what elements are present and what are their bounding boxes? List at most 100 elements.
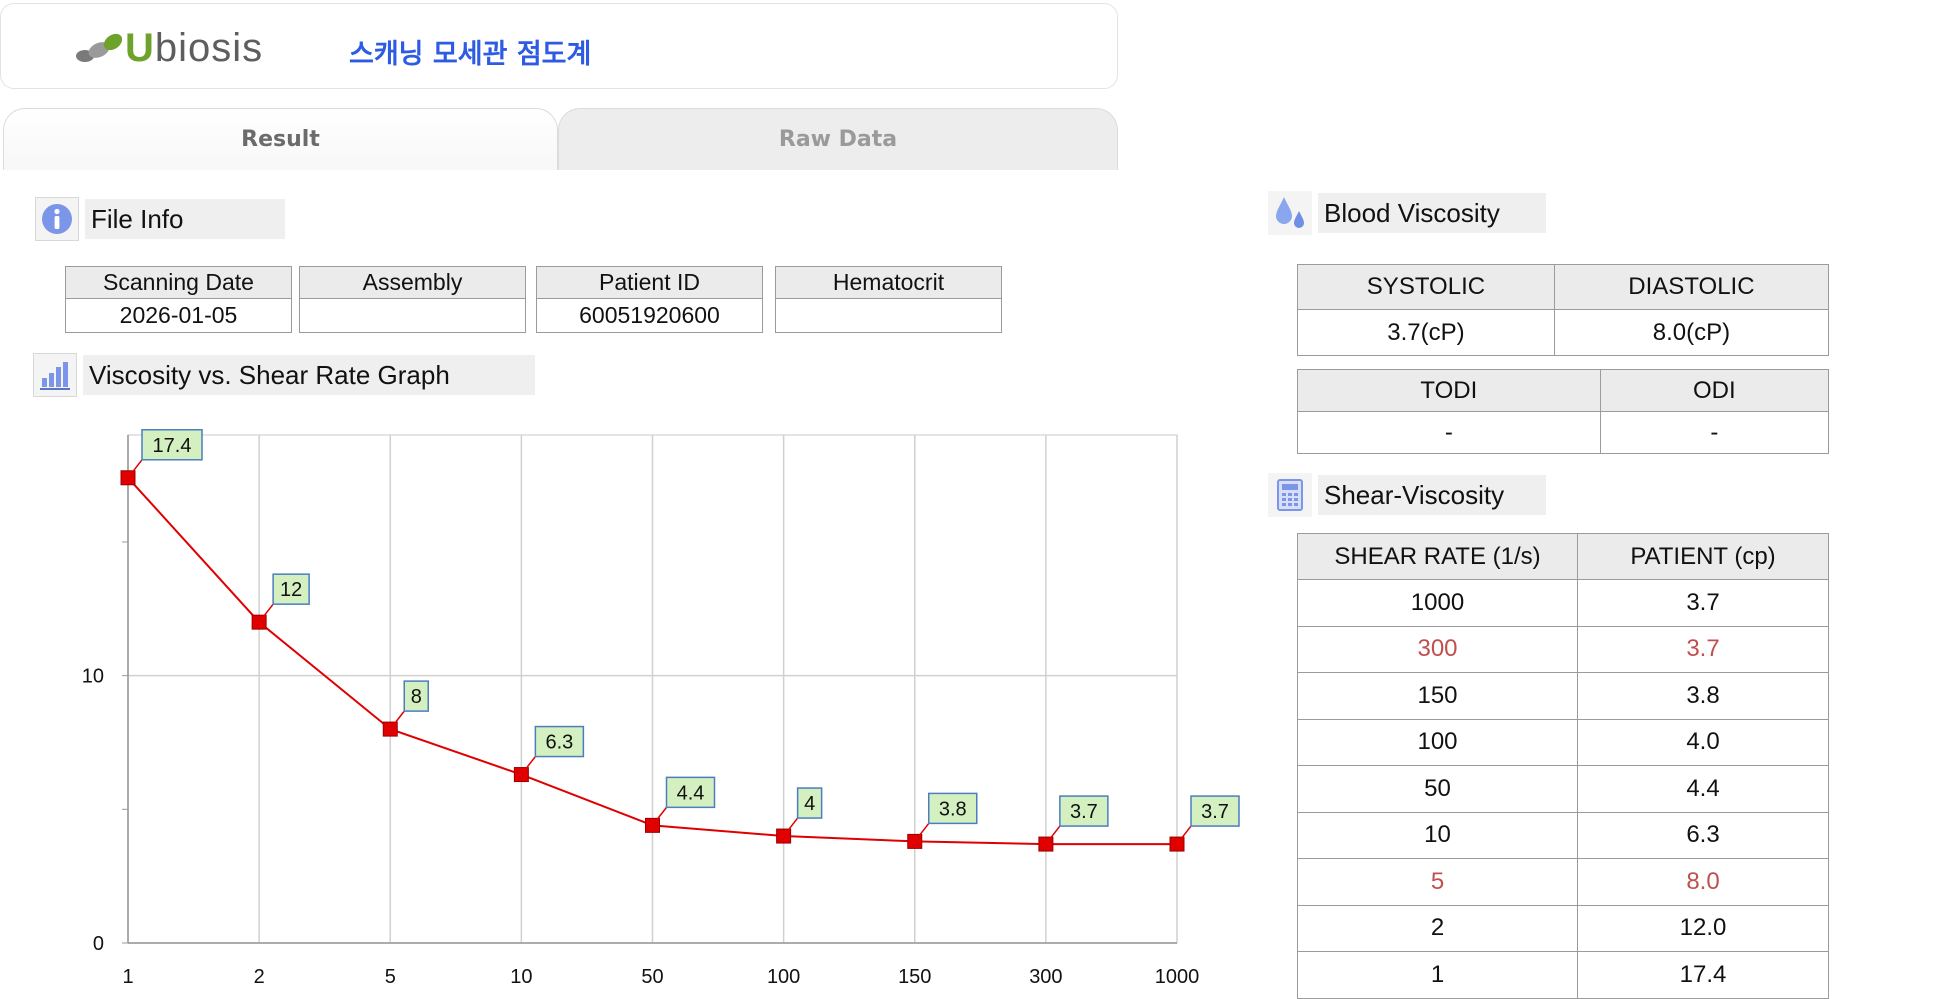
x-tick-label: 50 [641,966,663,988]
data-label-box [141,429,203,461]
data-label-leader [389,710,405,730]
systolic-header: SYSTOLIC [1297,264,1555,310]
shear-rate-cell: 150 [1297,672,1578,720]
data-label: 3.7 [1070,801,1098,823]
shear-rate-cell: 1000 [1297,579,1578,627]
file-info-title: File Info [85,199,285,239]
logo-mark-icon [71,30,127,66]
patient-viscosity-cell: 3.7 [1577,579,1829,627]
data-label: 3.8 [939,798,967,820]
shear-rate-cell: 5 [1297,858,1578,906]
data-label-box [1190,795,1240,827]
todi-value: - [1297,411,1601,454]
x-tick-label: 1 [122,966,133,988]
systolic-value: 3.7(cP) [1297,309,1555,356]
data-label-leader [127,459,143,479]
data-label-leader [1176,825,1192,845]
table-row: 10 6.3 [1297,811,1829,859]
data-label-leader [783,817,799,837]
shear-rate-cell: 1 [1297,951,1578,999]
file-info-section: File Info [35,197,285,241]
info-icon [35,197,79,241]
table-row: 100 4.0 [1297,718,1829,766]
data-label: 12 [280,579,302,601]
shear-viscosity-table: SHEAR RATE (1/s) PATIENT (cp) 1000 3.7 300… [1297,533,1829,999]
data-label-box [796,787,823,819]
table-row: 1 17.4 [1297,951,1829,999]
app-title: 스캐닝 모세관 점도계 [349,39,592,70]
data-label: 17.4 [153,435,192,457]
shear-rate-cell: 300 [1297,625,1578,673]
data-label-leader [651,806,668,826]
table-row: 300 3.7 [1297,625,1829,673]
x-tick-label: 10 [510,966,532,988]
patient-viscosity-cell: 6.3 [1577,811,1829,859]
shear-viscosity-title: Shear-Viscosity [1318,475,1546,515]
shear-rate-cell: 100 [1297,718,1578,766]
data-label-box [534,725,585,758]
blood-viscosity-title: Blood Viscosity [1318,193,1546,233]
table-row: 50 4.4 [1297,765,1829,813]
data-label-box [928,792,978,825]
x-tick-label: 2 [254,966,265,988]
file-info-assembly [299,299,526,333]
odi-value: - [1599,411,1830,454]
data-label-leader [1045,825,1061,845]
todi-odi-table: TODI ODI - - [1297,369,1830,454]
app-header: Ubiosis 스캐닝 모세관 점도계 [0,3,1118,89]
shear-rate-header: SHEAR RATE (1/s) [1297,533,1578,580]
file-info-header-hematocrit: Hematocrit [775,266,1002,299]
data-label-box [272,573,310,605]
data-label-leader [258,603,274,623]
data-label-box [1059,795,1109,827]
table-row: 2 12.0 [1297,904,1829,952]
tab-result[interactable]: Result [3,108,558,170]
blood-viscosity-section: Blood Viscosity [1268,191,1546,235]
shear-rate-cell: 2 [1297,904,1578,952]
shear-rate-cell: 10 [1297,811,1578,859]
table-row: 5 8.0 [1297,858,1829,906]
file-info-header-assembly: Assembly [299,266,526,299]
patient-header: PATIENT (cp) [1577,533,1829,580]
file-info-hematocrit [775,299,1002,333]
table-row: 150 3.8 [1297,672,1829,720]
data-point [645,817,660,833]
patient-viscosity-cell: 12.0 [1577,904,1829,952]
diastolic-header: DIASTOLIC [1553,264,1830,310]
y-tick-label: 0 [93,933,104,955]
data-label-leader [914,822,930,842]
data-label: 4 [804,793,815,815]
graph-section: Viscosity vs. Shear Rate Graph [33,353,535,397]
blood-viscosity-table: SYSTOLIC DIASTOLIC 3.7(cP) 8.0(cP) [1297,264,1830,356]
data-label-box [665,776,716,809]
x-tick-label: 150 [898,966,931,988]
data-label: 4.4 [677,782,705,804]
x-tick-label: 1000 [1155,966,1200,988]
diastolic-value: 8.0(cP) [1553,309,1830,356]
patient-viscosity-cell: 3.8 [1577,672,1829,720]
patient-viscosity-cell: 17.4 [1577,951,1829,999]
data-label: 8 [411,686,422,708]
data-point [907,833,923,849]
data-label: 6.3 [545,732,573,754]
graph-section-title: Viscosity vs. Shear Rate Graph [83,355,535,395]
patient-viscosity-cell: 4.0 [1577,718,1829,766]
bar-chart-icon [33,353,77,397]
table-row: 1000 3.7 [1297,579,1829,627]
shear-rate-cell: 50 [1297,765,1578,813]
patient-viscosity-cell: 8.0 [1577,858,1829,906]
data-label: 3.7 [1201,801,1229,823]
tab-raw-data[interactable]: Raw Data [558,108,1118,170]
patient-viscosity-cell: 3.7 [1577,625,1829,673]
patient-viscosity-cell: 4.4 [1577,765,1829,813]
x-tick-label: 300 [1029,966,1062,988]
blood-drop-icon [1268,191,1312,235]
data-label-box [403,680,429,712]
odi-header: ODI [1599,369,1830,412]
y-tick-label: 10 [82,666,104,688]
file-info-patient-id: 60051920600 [536,299,763,333]
file-info-header-scanning-date: Scanning Date [65,266,292,299]
logo: Ubiosis [71,26,263,70]
calculator-icon [1268,473,1312,517]
